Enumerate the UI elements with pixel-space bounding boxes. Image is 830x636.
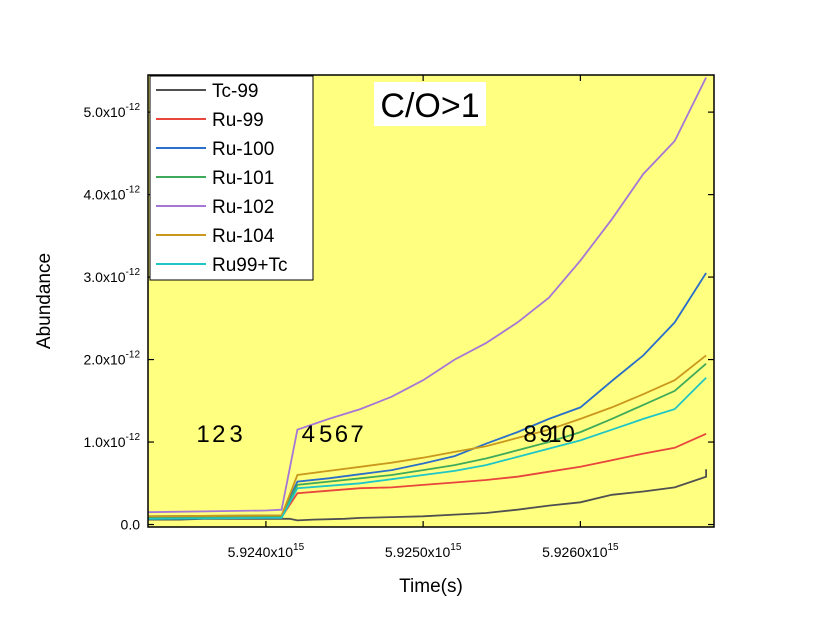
x-axis-title: Time(s)	[399, 576, 463, 597]
series-line-ru-104	[147, 354, 707, 518]
pulse-label-3: 3	[229, 421, 242, 448]
series-line-ru-102	[147, 77, 707, 514]
series-layer	[147, 77, 707, 522]
x-tick-label: 5.9260x1015	[542, 542, 619, 560]
legend-label: Ru-104	[212, 226, 275, 247]
y-tick-label: 2.0x10-12	[84, 350, 141, 368]
pulse-label-4: 4	[302, 421, 315, 448]
pulse-label-8: 8	[523, 421, 536, 448]
x-tick-label: 5.9240x1015	[228, 542, 305, 560]
legend-label: Tc-99	[212, 81, 258, 102]
series-line-ru-99	[147, 432, 707, 519]
x-axis-ticks: 5.9240x1015 5.9250x1015 5.9260x1015	[228, 75, 619, 560]
plot-frame	[147, 74, 715, 528]
pulse-label-1: 1	[196, 421, 209, 448]
annotation-label: C/O>1	[380, 87, 479, 125]
x-tick-label: 5.9250x1015	[385, 542, 462, 560]
pulse-label-9: 9	[539, 421, 552, 448]
y-axis-title: Abundance	[34, 253, 55, 349]
legend-label: Ru-101	[212, 168, 274, 189]
series-line-ru-100	[147, 272, 707, 518]
y-tick-label: 1.0x10-12	[84, 432, 141, 450]
legend-label: Ru-100	[212, 139, 274, 160]
y-axis-ticks: 0.0 1.0x10-12 2.0x10-12 3.0x10-12 4.0x10-12 5…	[84, 102, 714, 533]
legend-label: Ru-99	[212, 110, 264, 131]
legend: Tc-99 Ru-99 Ru-100 Ru-101 Ru-102 Ru-104 Ru99+T…	[149, 75, 314, 281]
pulse-label-10: 10	[548, 421, 575, 448]
pulse-label-7: 7	[350, 421, 363, 448]
y-tick-label: 5.0x10-12	[84, 102, 141, 120]
series-line-ru-101	[147, 363, 707, 518]
y-tick-label: 4.0x10-12	[84, 185, 141, 203]
y-tick-label: 3.0x10-12	[84, 267, 141, 285]
legend-label: Ru-102	[212, 197, 274, 218]
annotation-box	[374, 82, 486, 126]
y-tick-label: 0.0	[121, 517, 141, 533]
pulse-label-2: 2	[212, 421, 225, 448]
pulse-label-6: 6	[335, 421, 348, 448]
pulse-labels: 1 2 3 4 5 6 7 8 910	[196, 421, 574, 448]
legend-label: Ru99+Tc	[212, 255, 288, 276]
legend-entries: Tc-99 Ru-99 Ru-100 Ru-101 Ru-102 Ru-104 Ru99+T…	[156, 81, 288, 276]
series-line-ru99-tc	[147, 377, 707, 520]
pulse-label-5: 5	[319, 421, 332, 448]
